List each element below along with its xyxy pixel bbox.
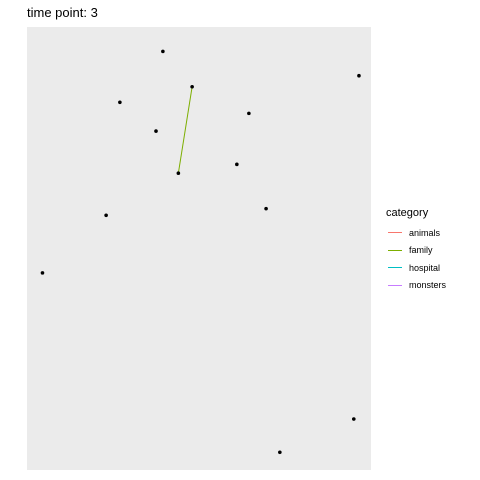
node-point-2 [118, 100, 122, 105]
legend-label-monsters: monsters [409, 280, 447, 291]
node-point-11 [40, 271, 45, 275]
legend-key-monsters [386, 277, 403, 294]
legend-key-family [386, 242, 403, 259]
legend: category animals family hospital monsters [386, 207, 446, 294]
node-point-6 [154, 129, 158, 133]
node-point-5 [247, 111, 251, 116]
node-layer [40, 49, 361, 455]
legend-item-hospital: hospital [386, 259, 446, 277]
legend-label-animals: animals [409, 227, 441, 238]
node-point-8 [176, 171, 181, 175]
edge-layer [177, 86, 193, 174]
node-point-12 [352, 417, 356, 421]
legend-item-monsters: monsters [386, 277, 446, 295]
node-point-4 [357, 73, 361, 78]
legend-key-animals [386, 224, 403, 241]
chart-title: time point: 3 [27, 5, 98, 20]
legend-title: category [386, 207, 429, 219]
edge-family-1 [177, 86, 193, 174]
legend-items: animals family hospital monsters [386, 224, 446, 294]
node-point-3 [190, 85, 194, 89]
legend-label-hospital: hospital [409, 262, 441, 273]
node-point-10 [104, 213, 108, 218]
node-point-7 [235, 162, 239, 167]
legend-swatch-monsters [387, 284, 402, 286]
plot-panel [27, 27, 371, 470]
node-point-1 [161, 49, 165, 54]
legend-item-family: family [386, 242, 446, 260]
legend-swatch-hospital [387, 267, 402, 269]
legend-key-hospital [386, 259, 403, 276]
legend-swatch-animals [387, 232, 402, 234]
legend-label-family: family [409, 245, 433, 256]
legend-swatch-family [387, 249, 402, 251]
node-point-9 [264, 206, 268, 211]
node-point-13 [278, 450, 282, 455]
legend-item-animals: animals [386, 224, 446, 242]
